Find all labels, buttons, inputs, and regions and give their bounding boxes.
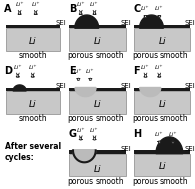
Text: Li⁺: Li⁺ xyxy=(141,65,150,70)
Polygon shape xyxy=(140,15,163,28)
FancyBboxPatch shape xyxy=(134,28,190,51)
Bar xyxy=(134,88,190,91)
Text: smooth: smooth xyxy=(95,51,124,60)
FancyBboxPatch shape xyxy=(69,91,126,114)
Polygon shape xyxy=(13,85,26,91)
Polygon shape xyxy=(140,88,161,97)
Text: smooth: smooth xyxy=(19,51,47,60)
Text: Li⁺: Li⁺ xyxy=(28,65,37,70)
Text: Li: Li xyxy=(29,37,36,46)
Text: After several
cycles:: After several cycles: xyxy=(5,142,61,162)
Polygon shape xyxy=(73,150,96,162)
Polygon shape xyxy=(75,88,96,97)
Text: SEI: SEI xyxy=(185,83,195,89)
Text: Li⁺: Li⁺ xyxy=(155,132,163,137)
FancyBboxPatch shape xyxy=(69,154,126,176)
Text: B: B xyxy=(69,4,76,14)
Bar xyxy=(69,25,126,28)
Bar xyxy=(6,88,60,91)
Text: H: H xyxy=(134,129,142,139)
Text: D: D xyxy=(4,66,12,76)
Bar xyxy=(134,25,190,28)
Text: Li⁺: Li⁺ xyxy=(90,2,99,7)
Bar xyxy=(134,150,190,154)
Text: smooth: smooth xyxy=(95,114,124,123)
Text: Li⁺: Li⁺ xyxy=(76,128,85,133)
FancyBboxPatch shape xyxy=(134,91,190,114)
Text: C: C xyxy=(134,4,141,14)
Text: E: E xyxy=(69,66,75,76)
Bar xyxy=(69,88,126,91)
Text: Li⁺: Li⁺ xyxy=(90,128,99,133)
Text: G: G xyxy=(69,129,77,139)
Text: smooth: smooth xyxy=(160,177,189,186)
Text: porous: porous xyxy=(132,51,159,60)
Bar xyxy=(6,25,60,28)
Text: SEI: SEI xyxy=(185,20,195,26)
Text: Li: Li xyxy=(94,165,101,174)
Text: SEI: SEI xyxy=(55,20,66,26)
Text: Li⁺: Li⁺ xyxy=(169,132,177,137)
Text: porous: porous xyxy=(68,177,94,186)
Text: Li: Li xyxy=(94,100,101,108)
Text: Li: Li xyxy=(29,100,36,108)
Text: SEI: SEI xyxy=(120,83,131,89)
Text: Li⁺: Li⁺ xyxy=(32,2,40,7)
Text: Li⁺: Li⁺ xyxy=(86,69,95,74)
Text: Li: Li xyxy=(159,37,166,46)
FancyBboxPatch shape xyxy=(6,28,60,51)
Text: Li: Li xyxy=(159,162,166,171)
FancyBboxPatch shape xyxy=(69,28,126,51)
Text: porous: porous xyxy=(132,114,159,123)
Text: SEI: SEI xyxy=(185,146,195,152)
Text: Li⁺: Li⁺ xyxy=(155,65,163,70)
Text: A: A xyxy=(4,4,12,14)
Text: Li: Li xyxy=(159,100,166,108)
Text: Li⁺: Li⁺ xyxy=(141,6,150,12)
Polygon shape xyxy=(156,137,183,154)
Text: Li: Li xyxy=(94,37,101,46)
Text: Li⁺: Li⁺ xyxy=(76,2,85,7)
Text: smooth: smooth xyxy=(95,177,124,186)
Text: SEI: SEI xyxy=(120,20,131,26)
Text: F: F xyxy=(134,66,140,76)
Text: smooth: smooth xyxy=(19,114,47,123)
FancyBboxPatch shape xyxy=(6,91,60,114)
Text: Li⁺: Li⁺ xyxy=(14,65,22,70)
Text: porous: porous xyxy=(68,114,94,123)
Text: SEI: SEI xyxy=(120,146,131,152)
Text: Li⁺: Li⁺ xyxy=(74,69,83,74)
FancyBboxPatch shape xyxy=(134,154,190,176)
Text: Li⁺: Li⁺ xyxy=(15,2,24,7)
Text: smooth: smooth xyxy=(160,114,189,123)
Text: porous: porous xyxy=(132,177,159,186)
Text: smooth: smooth xyxy=(160,51,189,60)
Bar xyxy=(69,150,126,154)
Polygon shape xyxy=(75,15,99,28)
Text: porous: porous xyxy=(68,51,94,60)
Text: SEI: SEI xyxy=(55,83,66,89)
Text: Li⁺: Li⁺ xyxy=(155,6,163,12)
